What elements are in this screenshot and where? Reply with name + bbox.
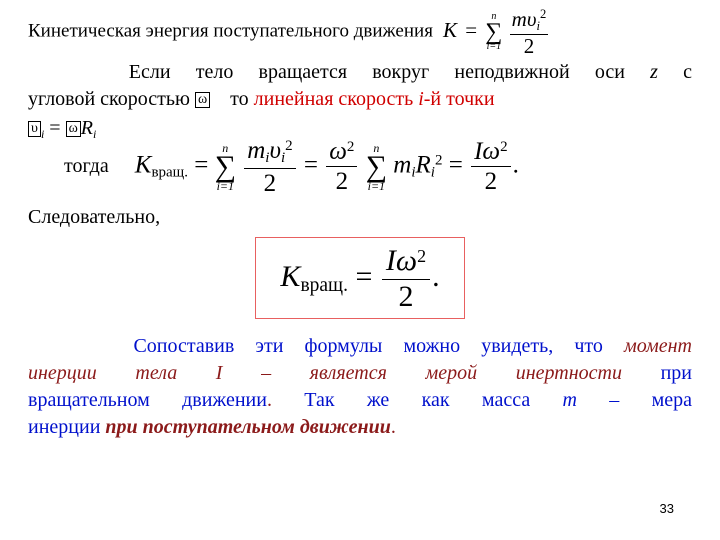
result-box: Kвращ. = Iω22.	[255, 237, 464, 319]
heading-line: Кинетическая энергия поступательного дви…	[28, 8, 692, 57]
therefore-label: Следовательно,	[28, 204, 692, 231]
red-phrase: линейная скорость i-й точки	[254, 88, 495, 110]
translational-motion-phrase: при поступательном движении	[105, 416, 390, 438]
result-box-wrap: Kвращ. = Iω22.	[28, 237, 692, 319]
eq-kinetic-top: K = n∑i=1 mυi22	[438, 8, 551, 57]
p2-a: Если тело вращается вокруг неподвижной о…	[129, 61, 650, 83]
moment-of-inertia-phrase-1: момент	[624, 335, 692, 357]
omega-icon: ω	[195, 92, 210, 108]
rotation-paragraph: Если тело вращается вокруг неподвижной о…	[28, 59, 692, 113]
togda-row: тогда Kвращ. = n∑i=1 miυi22 = ω22 n∑i=1 …	[28, 138, 692, 196]
heading-text: Кинетическая энергия поступательного дви…	[28, 21, 433, 42]
v-icon: υ	[28, 121, 41, 137]
eq-k-rotation-final: Kвращ. = Iω22.	[280, 260, 439, 293]
p2-c: угловой скоростью	[28, 88, 195, 110]
eq-k-rotation-derivation: Kвращ. = n∑i=1 miυi22 = ω22 n∑i=1 miRi2 …	[135, 138, 519, 196]
moment-of-inertia-phrase-2: инерции тела I – является мерой инертнос…	[28, 362, 622, 384]
conclusion-paragraph: Сопоставив эти формулы можно увидеть, чт…	[28, 333, 692, 441]
axis-z: z	[650, 61, 658, 83]
mass-m: m	[563, 389, 577, 411]
omega-icon-2: ω	[66, 121, 81, 137]
togda-label: тогда	[28, 153, 109, 180]
page-number: 33	[660, 501, 674, 516]
